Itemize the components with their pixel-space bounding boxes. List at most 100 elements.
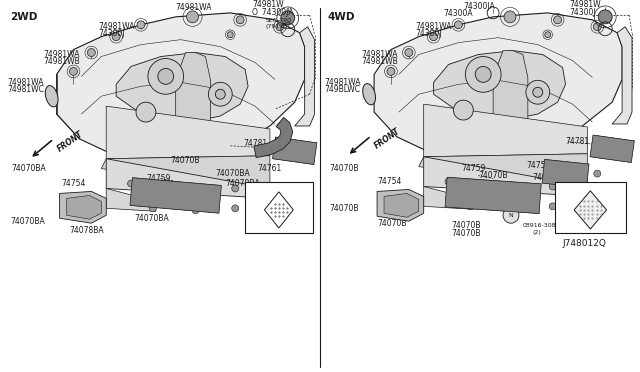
- Circle shape: [526, 80, 550, 104]
- Circle shape: [545, 32, 550, 38]
- Polygon shape: [434, 51, 566, 120]
- Circle shape: [127, 180, 134, 187]
- Polygon shape: [106, 189, 156, 211]
- Circle shape: [598, 10, 612, 24]
- Circle shape: [564, 175, 571, 182]
- Circle shape: [429, 33, 438, 41]
- Circle shape: [549, 203, 556, 210]
- Circle shape: [232, 185, 239, 192]
- Circle shape: [157, 184, 164, 191]
- Polygon shape: [374, 13, 622, 157]
- Polygon shape: [424, 186, 474, 209]
- Text: 74981WA: 74981WA: [7, 78, 44, 87]
- Polygon shape: [273, 137, 317, 164]
- Circle shape: [192, 207, 199, 214]
- Text: 74070BA: 74070BA: [216, 169, 250, 178]
- Text: N: N: [509, 213, 513, 218]
- Text: 74882R: 74882R: [575, 182, 605, 191]
- Text: J748012Q: J748012Q: [563, 238, 607, 247]
- Text: 74981WA: 74981WA: [175, 3, 212, 12]
- Text: 74761: 74761: [257, 164, 281, 173]
- Polygon shape: [590, 135, 634, 163]
- Circle shape: [383, 208, 390, 215]
- Text: 74078BA: 74078BA: [70, 226, 104, 235]
- Circle shape: [445, 178, 452, 185]
- Text: 74981W: 74981W: [252, 0, 284, 9]
- Text: 08916-3082A: 08916-3082A: [523, 223, 564, 228]
- Polygon shape: [106, 106, 270, 159]
- Circle shape: [454, 100, 474, 120]
- Text: 74070BA: 74070BA: [11, 164, 45, 173]
- Polygon shape: [67, 195, 101, 219]
- Polygon shape: [60, 192, 106, 223]
- Text: 74300J: 74300J: [416, 29, 442, 38]
- Text: 74070B: 74070B: [171, 156, 200, 165]
- Text: 74070B: 74070B: [478, 171, 508, 180]
- Circle shape: [554, 16, 561, 24]
- Text: 74781: 74781: [243, 140, 268, 148]
- Circle shape: [66, 198, 73, 205]
- Circle shape: [476, 67, 491, 82]
- Text: 74070BA: 74070BA: [134, 214, 169, 223]
- Text: 74754: 74754: [61, 179, 86, 188]
- Circle shape: [236, 16, 244, 24]
- Polygon shape: [295, 27, 315, 126]
- Polygon shape: [130, 178, 221, 213]
- Polygon shape: [106, 159, 270, 198]
- Circle shape: [209, 82, 232, 106]
- Polygon shape: [175, 52, 211, 156]
- Polygon shape: [424, 104, 588, 157]
- Circle shape: [187, 11, 198, 23]
- Circle shape: [149, 205, 156, 212]
- Polygon shape: [574, 191, 607, 229]
- Circle shape: [232, 205, 239, 212]
- Circle shape: [112, 33, 120, 41]
- Text: 74754: 74754: [377, 177, 401, 186]
- Circle shape: [475, 182, 482, 189]
- Circle shape: [257, 195, 264, 202]
- Polygon shape: [445, 177, 541, 214]
- Polygon shape: [56, 13, 305, 159]
- Circle shape: [533, 87, 543, 97]
- Circle shape: [227, 32, 233, 38]
- Circle shape: [66, 210, 73, 217]
- Ellipse shape: [363, 84, 376, 105]
- Text: 74981WA: 74981WA: [361, 50, 397, 59]
- Text: 74981W: 74981W: [570, 0, 601, 9]
- Circle shape: [405, 49, 413, 57]
- Circle shape: [594, 170, 601, 177]
- Text: 74070B: 74070B: [602, 151, 632, 160]
- Circle shape: [158, 68, 173, 84]
- Circle shape: [137, 21, 145, 29]
- Circle shape: [467, 203, 474, 210]
- Circle shape: [281, 11, 295, 25]
- Text: (2): (2): [533, 230, 541, 235]
- Text: 749BLWC: 749BLWC: [324, 85, 360, 94]
- Text: 74070BA: 74070BA: [225, 179, 260, 188]
- Circle shape: [70, 67, 77, 76]
- Circle shape: [207, 187, 214, 194]
- Text: 74070BA: 74070BA: [10, 217, 45, 226]
- Text: FRONT: FRONT: [373, 126, 402, 151]
- Circle shape: [549, 183, 556, 190]
- Text: O 74300JA: O 74300JA: [252, 9, 294, 17]
- Text: 74759+A: 74759+A: [526, 161, 562, 170]
- Polygon shape: [493, 51, 528, 154]
- Polygon shape: [377, 189, 424, 221]
- Polygon shape: [264, 192, 293, 228]
- Text: 4WD: 4WD: [328, 12, 355, 22]
- Text: 2WD: 2WD: [10, 12, 37, 22]
- FancyBboxPatch shape: [245, 182, 312, 233]
- Circle shape: [465, 57, 501, 92]
- Circle shape: [503, 207, 519, 223]
- Polygon shape: [612, 27, 632, 124]
- Circle shape: [593, 23, 601, 31]
- Polygon shape: [542, 160, 589, 188]
- Text: 74882R: 74882R: [264, 182, 294, 191]
- Circle shape: [454, 21, 462, 29]
- Circle shape: [509, 205, 516, 212]
- Text: 74981WB: 74981WB: [44, 57, 81, 66]
- Ellipse shape: [45, 86, 58, 107]
- Text: 74981WC: 74981WC: [7, 85, 44, 94]
- Polygon shape: [254, 117, 292, 158]
